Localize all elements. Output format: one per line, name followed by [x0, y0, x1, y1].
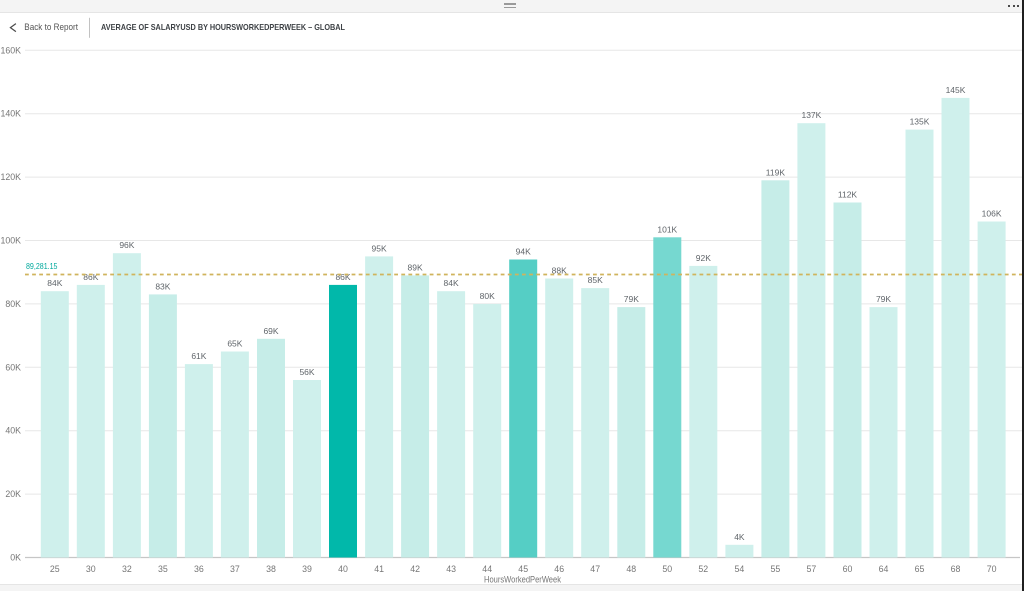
svg-text:46: 46 [554, 564, 564, 574]
svg-text:25: 25 [50, 564, 60, 574]
svg-text:37: 37 [230, 564, 240, 574]
svg-text:38: 38 [266, 564, 276, 574]
svg-text:120K: 120K [0, 172, 21, 182]
svg-text:145K: 145K [946, 85, 966, 95]
svg-text:68: 68 [951, 564, 961, 574]
svg-text:40K: 40K [5, 426, 21, 436]
svg-text:65: 65 [915, 564, 925, 574]
svg-text:96K: 96K [119, 240, 134, 250]
svg-text:64: 64 [879, 564, 889, 574]
svg-text:89,281.15: 89,281.15 [26, 261, 58, 271]
svg-text:41: 41 [374, 564, 384, 574]
svg-text:79K: 79K [876, 294, 891, 304]
svg-text:137K: 137K [801, 110, 821, 120]
svg-text:0K: 0K [10, 553, 21, 563]
svg-text:83K: 83K [155, 281, 170, 291]
svg-text:50: 50 [662, 564, 672, 574]
svg-text:84K: 84K [47, 278, 62, 288]
svg-text:100K: 100K [0, 236, 21, 246]
svg-text:42: 42 [410, 564, 420, 574]
svg-text:86K: 86K [83, 272, 98, 282]
svg-text:88K: 88K [552, 266, 567, 276]
svg-text:84K: 84K [444, 278, 459, 288]
svg-text:43: 43 [446, 564, 456, 574]
svg-text:30: 30 [86, 564, 96, 574]
svg-text:101K: 101K [657, 224, 677, 234]
svg-text:45: 45 [518, 564, 528, 574]
svg-text:AVERAGE OF SALARYUSD BY HOURSW: AVERAGE OF SALARYUSD BY HOURSWORKEDPERWE… [101, 22, 345, 32]
svg-text:65K: 65K [227, 339, 242, 349]
svg-text:47: 47 [590, 564, 600, 574]
svg-text:80K: 80K [480, 291, 495, 301]
svg-text:36: 36 [194, 564, 204, 574]
svg-text:94K: 94K [516, 247, 531, 257]
svg-text:20K: 20K [5, 489, 21, 499]
svg-text:61K: 61K [191, 351, 206, 361]
svg-text:89K: 89K [408, 262, 423, 272]
svg-text:86K: 86K [335, 272, 350, 282]
svg-text:79K: 79K [624, 294, 639, 304]
svg-text:48: 48 [626, 564, 636, 574]
svg-text:70: 70 [987, 564, 997, 574]
svg-text:35: 35 [158, 564, 168, 574]
svg-text:54: 54 [735, 564, 745, 574]
svg-text:160K: 160K [0, 45, 21, 55]
svg-text:Back to Report: Back to Report [24, 22, 78, 33]
svg-text:40: 40 [338, 564, 348, 574]
svg-text:4K: 4K [734, 532, 745, 542]
svg-text:56K: 56K [299, 367, 314, 377]
svg-text:55: 55 [771, 564, 781, 574]
svg-text:32: 32 [122, 564, 132, 574]
svg-text:135K: 135K [910, 117, 930, 127]
svg-text:92K: 92K [696, 253, 711, 263]
svg-text:60K: 60K [5, 362, 21, 372]
svg-text:52: 52 [698, 564, 708, 574]
svg-text:57: 57 [807, 564, 817, 574]
svg-text:112K: 112K [838, 190, 858, 200]
svg-text:106K: 106K [982, 209, 1002, 219]
svg-text:85K: 85K [588, 275, 603, 285]
svg-text:80K: 80K [5, 299, 21, 309]
svg-text:44: 44 [482, 564, 492, 574]
svg-text:69K: 69K [263, 326, 278, 336]
svg-text:95K: 95K [372, 243, 387, 253]
svg-text:HoursWorkedPerWeek: HoursWorkedPerWeek [484, 575, 562, 585]
svg-text:39: 39 [302, 564, 312, 574]
svg-text:60: 60 [843, 564, 853, 574]
svg-text:140K: 140K [0, 109, 21, 119]
svg-text:119K: 119K [766, 167, 786, 177]
